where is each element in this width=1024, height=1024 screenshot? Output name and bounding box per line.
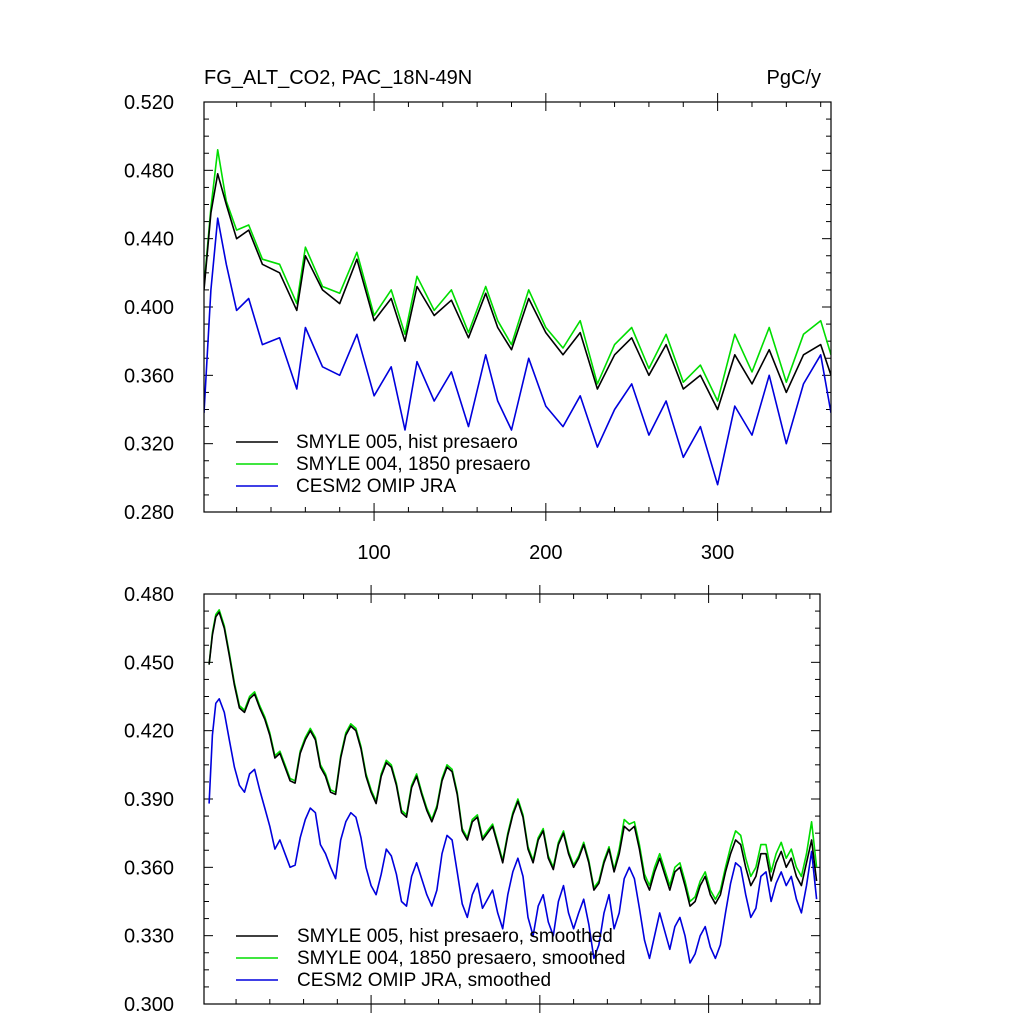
y-tick-label: 0.440: [124, 229, 174, 251]
y-tick-label: 0.420: [124, 721, 174, 743]
legend-entry: SMYLE 004, 1850 presaero, smoothed: [297, 948, 625, 969]
y-tick-label: 0.400: [124, 297, 174, 319]
plot-frame: [203, 101, 832, 513]
series-line: [208, 697, 818, 964]
series-line: [204, 173, 831, 411]
panel-title: FG_ALT_CO2, PAC_18N-49N: [204, 67, 472, 89]
bottom-panel: 0.300 0.330 0.360 0.390 0.420 0.450 0.480 SMYLE…: [124, 584, 821, 1016]
x-tick-label: 200: [529, 542, 562, 564]
series-line: [208, 611, 818, 907]
units-label: PgC/y: [767, 67, 821, 89]
y-tick-label: 0.300: [124, 994, 174, 1016]
legend-entry: SMYLE 005, hist presaero: [296, 432, 518, 453]
y-tick-label: 0.360: [124, 365, 174, 387]
series-line: [204, 149, 831, 402]
y-tick-label: 0.480: [124, 160, 174, 182]
y-tick-label: 0.450: [124, 652, 174, 674]
y-tick-label: 0.390: [124, 789, 174, 811]
y-tick-label: 0.520: [124, 92, 174, 114]
y-tick-label: 0.360: [124, 857, 174, 879]
plot-frame: [203, 593, 821, 1005]
y-tick-label: 0.320: [124, 434, 174, 456]
top-panel: 0.280 0.320 0.360 0.400 0.440 0.480 0.520 100 20…: [124, 67, 832, 564]
legend-entry: CESM2 OMIP JRA, smoothed: [297, 970, 551, 991]
legend-entry: SMYLE 005, hist presaero, smoothed: [297, 926, 613, 947]
y-tick-label: 0.480: [124, 584, 174, 606]
x-tick-label: 100: [357, 542, 390, 564]
y-tick-label: 0.280: [124, 502, 174, 524]
y-tick-label: 0.330: [124, 926, 174, 948]
x-tick-label: 300: [701, 542, 734, 564]
legend-entry: CESM2 OMIP JRA: [296, 476, 456, 497]
series-line: [204, 217, 831, 486]
legend-entry: SMYLE 004, 1850 presaero: [296, 454, 531, 475]
